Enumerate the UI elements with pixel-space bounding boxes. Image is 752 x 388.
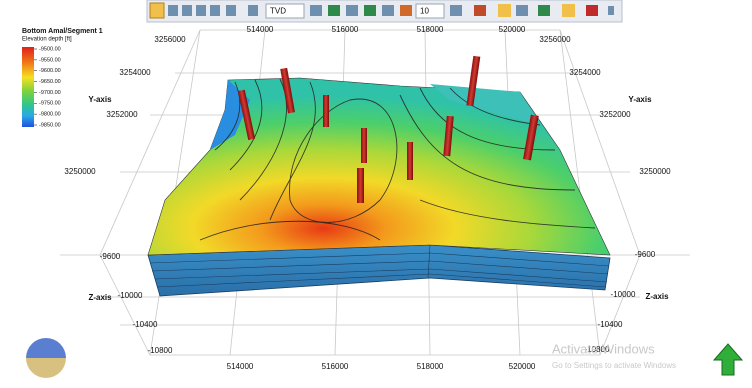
- x-tick-label: 516000: [332, 25, 359, 34]
- tool-button[interactable]: [516, 5, 528, 16]
- z-tick-label: -10400: [133, 320, 158, 329]
- y-tick-label: 3252000: [106, 110, 138, 119]
- view-mode-text: TVD: [270, 7, 286, 16]
- tool-button[interactable]: [608, 6, 614, 15]
- tool-button[interactable]: [586, 5, 598, 16]
- color-legend: Bottom Amal/Segment 1 Elevation depth [f…: [22, 28, 103, 129]
- tool-button[interactable]: [562, 4, 575, 17]
- tool-button[interactable]: [400, 5, 412, 16]
- z-tick-label: -9600: [635, 250, 656, 259]
- tool-button[interactable]: [346, 5, 358, 16]
- y-tick-label: 3254000: [569, 68, 601, 77]
- y-tick-label: 3254000: [119, 68, 151, 77]
- x-tick-label: 518000: [417, 362, 444, 371]
- legend-subtitle: Elevation depth [ft]: [22, 37, 72, 43]
- tool-button[interactable]: [168, 5, 178, 16]
- orientation-ball: [26, 338, 66, 378]
- tool-button[interactable]: [450, 5, 462, 16]
- tool-button[interactable]: [210, 5, 220, 16]
- z-tick-label: -10000: [118, 291, 143, 300]
- legend-tick-label: -9550.00: [39, 57, 61, 63]
- legend-tick-label: -9600.00: [39, 68, 61, 74]
- x-tick-label: 520000: [499, 25, 526, 34]
- tool-button[interactable]: [226, 5, 236, 16]
- viewport-3d: 3256000 3254000 3252000 3250000 Y-axis 3…: [0, 0, 752, 383]
- x-tick-label: 520000: [509, 362, 536, 371]
- legend-colorbar: [22, 47, 34, 127]
- well: [323, 95, 329, 127]
- legend-tick-label: -9850.00: [39, 122, 61, 128]
- x-tick-label: 514000: [227, 362, 254, 371]
- z-tick-label: -10000: [611, 290, 636, 299]
- legend-tick-label: -9500.00: [39, 46, 61, 52]
- tool-button[interactable]: [310, 5, 322, 16]
- z-axis-label: Z-axis: [645, 292, 669, 301]
- watermark-subtitle: Go to Settings to activate Windows: [552, 361, 676, 370]
- tool-button[interactable]: [328, 5, 340, 16]
- y-tick-label: 3250000: [64, 167, 96, 176]
- toolbar: TVD 10: [147, 0, 622, 22]
- north-arrow[interactable]: [714, 344, 742, 375]
- y-tick-label: 3256000: [539, 35, 571, 44]
- legend-tick-label: -9650.00: [39, 79, 61, 85]
- size-text: 10: [420, 7, 429, 16]
- tool-button[interactable]: [498, 4, 511, 17]
- tool-button[interactable]: [364, 5, 376, 16]
- legend-tick-label: -9700.00: [39, 90, 61, 96]
- well: [361, 128, 367, 163]
- x-tick-label: 514000: [247, 25, 274, 34]
- tool-button[interactable]: [196, 5, 206, 16]
- page: {"toolbar": {"view_mode": "TVD", "size":…: [0, 0, 752, 383]
- x-tick-label: 516000: [322, 362, 349, 371]
- y-tick-label: 3250000: [639, 167, 671, 176]
- tool-button[interactable]: [474, 5, 486, 16]
- z-tick-label: -9600: [100, 252, 121, 261]
- y-tick-label: 3252000: [599, 110, 631, 119]
- tool-icons: [168, 4, 614, 17]
- legend-title: Bottom Amal/Segment 1: [22, 28, 103, 35]
- tool-button[interactable]: [538, 5, 550, 16]
- y-axis-label: Y-axis: [628, 95, 652, 104]
- legend-tick-label: -9750.00: [39, 101, 61, 107]
- tool-button[interactable]: [382, 5, 394, 16]
- legend-tick-label: -9800.00: [39, 112, 61, 118]
- well: [407, 142, 413, 180]
- tool-button[interactable]: [248, 5, 258, 16]
- z-tick-label: -10800: [148, 346, 173, 355]
- y-tick-label: 3256000: [154, 35, 186, 44]
- y-axis-label: Y-axis: [88, 95, 112, 104]
- well: [357, 168, 364, 203]
- watermark-title: Activate Windows: [552, 341, 655, 356]
- ball-bottom: [26, 358, 66, 378]
- ball-top: [26, 338, 66, 358]
- z-tick-label: -10400: [598, 320, 623, 329]
- z-axis-label: Z-axis: [88, 293, 112, 302]
- tool-button[interactable]: [182, 5, 192, 16]
- tool-button[interactable]: [150, 3, 164, 18]
- x-tick-label: 518000: [417, 25, 444, 34]
